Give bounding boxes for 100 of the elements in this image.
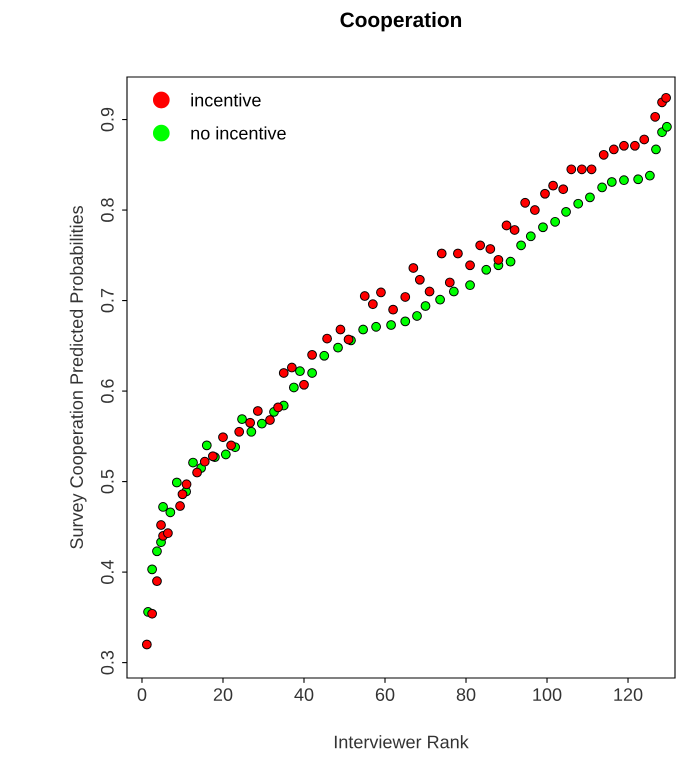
point — [319, 350, 330, 361]
point — [278, 368, 289, 378]
point — [645, 170, 655, 181]
y-tick-label: 0.5 — [100, 470, 114, 494]
point — [286, 362, 297, 372]
x-tick-label: 40 — [294, 688, 314, 701]
point — [558, 184, 568, 194]
point — [188, 458, 198, 468]
point — [208, 451, 218, 462]
point — [322, 334, 332, 344]
y-tick-label: 0.3 — [100, 650, 114, 674]
point — [192, 468, 202, 478]
point — [651, 144, 661, 154]
point — [481, 264, 492, 275]
point — [494, 254, 504, 265]
point — [288, 382, 299, 392]
x-tick-label: 60 — [376, 688, 394, 701]
point — [586, 164, 596, 174]
point — [662, 122, 672, 132]
point — [182, 479, 192, 490]
point — [548, 180, 558, 190]
point — [273, 402, 283, 412]
x-tick-label: 80 — [456, 688, 476, 701]
point — [538, 222, 548, 232]
point — [573, 198, 584, 209]
point — [424, 286, 434, 296]
point — [576, 164, 587, 174]
point — [246, 426, 256, 437]
point — [368, 299, 378, 310]
point — [165, 507, 176, 518]
point — [502, 220, 512, 230]
point — [619, 140, 629, 151]
point — [650, 112, 660, 122]
point — [178, 489, 188, 500]
x-axis-title: Interviewer Rank — [334, 735, 469, 748]
point — [485, 244, 496, 254]
legend-label: no incentive — [191, 126, 286, 140]
point — [633, 174, 644, 184]
point — [163, 528, 173, 538]
point — [465, 260, 475, 270]
point — [530, 205, 540, 215]
point — [598, 150, 609, 160]
point — [526, 231, 536, 242]
point — [172, 478, 182, 488]
point — [142, 640, 152, 650]
point — [245, 418, 256, 428]
point — [400, 316, 410, 326]
point — [400, 292, 410, 302]
point — [152, 546, 162, 556]
point — [608, 144, 619, 154]
point — [414, 274, 425, 285]
point — [175, 501, 185, 511]
y-tick-label: 0.8 — [100, 198, 114, 222]
legend-label: incentive — [191, 93, 261, 107]
point — [412, 311, 422, 321]
point — [336, 324, 346, 334]
point — [307, 350, 317, 360]
point — [408, 263, 418, 273]
y-tick-label: 0.4 — [100, 560, 114, 584]
point — [639, 134, 650, 144]
y-axis-title: Survey Cooperation Predicted Probabilities — [70, 206, 87, 549]
point — [344, 334, 354, 344]
point — [520, 198, 530, 208]
point — [147, 608, 157, 619]
point — [597, 182, 607, 192]
point — [506, 256, 516, 267]
point — [256, 418, 267, 429]
point — [550, 216, 560, 227]
point — [386, 320, 396, 330]
point — [371, 322, 381, 332]
point — [561, 206, 571, 217]
point — [358, 324, 368, 334]
point — [540, 188, 550, 199]
point — [606, 177, 617, 187]
point — [566, 164, 576, 174]
point — [220, 450, 231, 460]
point — [156, 520, 166, 530]
point — [453, 248, 463, 258]
y-tick-label: 0.9 — [100, 108, 114, 132]
point — [307, 368, 317, 378]
point — [444, 278, 455, 288]
point — [619, 175, 629, 186]
chart-title: Cooperation — [340, 12, 462, 32]
point — [376, 288, 386, 298]
point — [388, 304, 398, 314]
point — [226, 440, 236, 450]
x-tick-label: 100 — [533, 688, 562, 701]
point — [158, 502, 168, 512]
point — [516, 240, 526, 250]
point — [436, 248, 447, 258]
point — [152, 576, 162, 586]
point — [420, 301, 430, 311]
point — [237, 414, 247, 424]
x-tick-label: 20 — [214, 688, 232, 701]
point — [448, 286, 459, 296]
y-tick-label: 0.6 — [100, 379, 114, 403]
point — [630, 140, 640, 151]
point — [200, 456, 210, 467]
point — [435, 294, 445, 305]
x-tick-label: 0 — [138, 688, 146, 701]
